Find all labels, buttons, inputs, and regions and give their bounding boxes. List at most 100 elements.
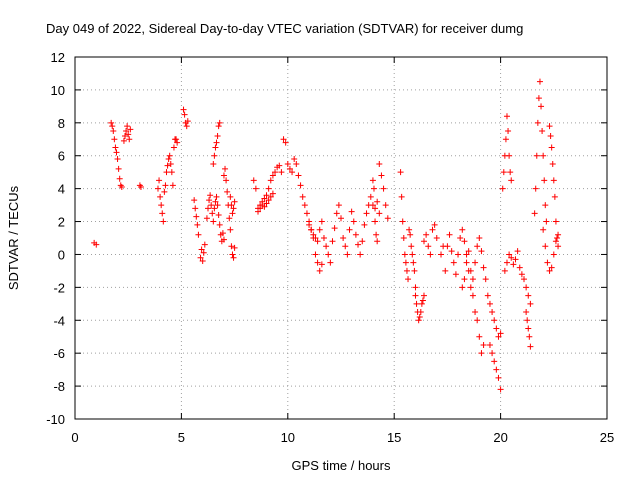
data-point: [263, 200, 270, 207]
data-point: [400, 235, 407, 241]
y-tick-label: -8: [53, 379, 65, 394]
data-point: [286, 165, 293, 172]
data-point: [109, 123, 116, 130]
data-point: [227, 193, 234, 200]
data-point: [508, 177, 515, 184]
data-point: [376, 160, 383, 167]
data-point: [210, 160, 217, 167]
data-point: [457, 235, 464, 241]
data-point: [323, 243, 330, 250]
data-point: [93, 241, 100, 248]
data-point: [269, 172, 276, 179]
data-point: [282, 139, 289, 146]
data-point: [370, 185, 377, 192]
y-tick-label: -4: [53, 313, 65, 328]
data-point: [228, 243, 235, 250]
data-point: [213, 139, 220, 146]
data-point: [527, 300, 534, 307]
data-point: [446, 231, 453, 238]
data-point: [476, 235, 483, 241]
data-point: [469, 292, 476, 299]
data-point: [161, 188, 168, 195]
y-tick-label: 6: [58, 149, 65, 164]
data-point: [230, 205, 237, 212]
data-point: [518, 271, 525, 278]
data-point: [265, 197, 272, 204]
data-point: [442, 267, 449, 274]
data-point: [114, 156, 121, 163]
data-point: [192, 205, 199, 212]
data-point: [206, 197, 213, 204]
data-point: [505, 128, 512, 135]
data-point: [535, 95, 542, 102]
data-point: [415, 317, 422, 324]
data-point: [291, 156, 298, 163]
data-point: [553, 235, 560, 241]
data-point: [183, 123, 190, 130]
data-point: [411, 267, 418, 274]
data-point: [420, 238, 427, 245]
data-point: [542, 243, 549, 250]
data-point: [408, 243, 415, 250]
data-point: [461, 238, 468, 245]
y-tick-label: -6: [53, 346, 65, 361]
data-point: [459, 226, 466, 233]
data-point: [212, 198, 219, 205]
data-point: [459, 284, 466, 291]
data-point: [303, 210, 310, 217]
data-point: [555, 231, 562, 238]
data-point: [160, 218, 167, 225]
data-point: [110, 128, 117, 135]
data-point: [113, 149, 120, 156]
data-point: [215, 123, 222, 130]
data-point: [532, 185, 539, 192]
data-point: [201, 241, 208, 248]
data-point: [523, 309, 530, 316]
data-point: [423, 231, 430, 238]
data-point: [489, 350, 496, 357]
data-point: [163, 169, 170, 176]
data-point: [314, 259, 321, 266]
data-point: [137, 183, 144, 190]
data-point: [419, 297, 426, 304]
data-point: [540, 226, 547, 233]
data-point: [195, 231, 202, 238]
data-point: [455, 251, 462, 258]
data-point: [378, 172, 385, 179]
data-point: [542, 202, 549, 209]
y-axis-label: SDTVAR / TECUs: [6, 185, 21, 290]
data-point: [164, 162, 171, 169]
data-point: [472, 309, 479, 316]
data-point: [410, 259, 417, 266]
data-point: [205, 205, 211, 212]
data-point: [352, 231, 359, 238]
data-point: [257, 205, 264, 212]
data-point: [325, 251, 332, 258]
data-point: [331, 225, 338, 232]
data-point: [156, 177, 163, 184]
data-point: [223, 177, 230, 184]
data-point: [228, 202, 235, 209]
data-point: [508, 254, 515, 261]
data-point: [170, 144, 177, 151]
data-point: [346, 226, 353, 233]
data-point: [229, 210, 236, 217]
data-point: [503, 259, 510, 266]
data-point: [425, 243, 432, 250]
data-point: [502, 136, 509, 143]
tick-labels: 0 5 10 15 20 25 -10 -8 -6 -4 -2 0 2 4 6 8 10 12: [46, 50, 614, 445]
data-point: [406, 226, 413, 233]
data-point: [306, 221, 313, 228]
data-point: [112, 144, 119, 151]
data-point: [420, 292, 427, 299]
data-point: [499, 185, 506, 192]
plot-frame: [74, 56, 608, 420]
data-point: [541, 177, 548, 184]
data-point: [461, 276, 468, 283]
data-point: [231, 198, 238, 205]
y-tick-label: -2: [53, 280, 65, 295]
data-point: [272, 169, 279, 176]
data-point: [452, 271, 459, 278]
data-point: [547, 132, 554, 139]
